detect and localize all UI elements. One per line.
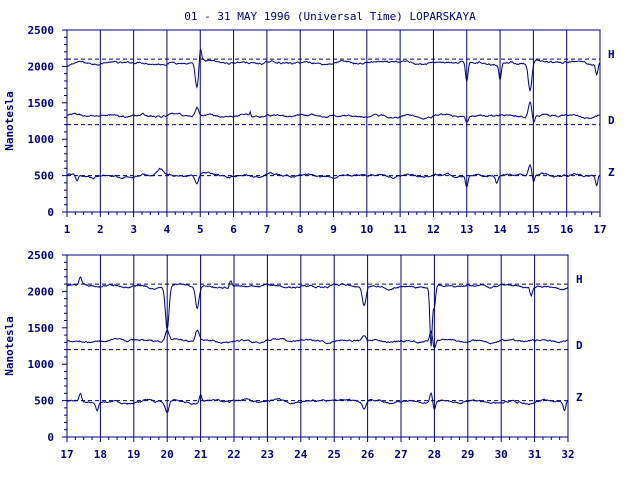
x-tick-label: 7: [264, 223, 271, 236]
x-tick-label: 15: [527, 223, 540, 236]
y-tick-label: 500: [34, 395, 54, 408]
x-tick-label: 6: [230, 223, 237, 236]
x-tick-label: 2: [97, 223, 104, 236]
x-tick-label: 8: [297, 223, 304, 236]
series-label-z: Z: [608, 166, 615, 179]
y-tick-label: 1000: [28, 358, 55, 371]
x-tick-label: 14: [493, 223, 507, 236]
y-tick-label: 1500: [28, 97, 55, 110]
series-label-d: D: [608, 114, 615, 127]
x-tick-label: 4: [164, 223, 171, 236]
series-line-d: [66, 101, 601, 124]
x-tick-label: 17: [60, 448, 73, 461]
y-axis-title: Nanotesla: [3, 316, 16, 376]
x-tick-label: 31: [528, 448, 542, 461]
series-label-d: D: [576, 339, 583, 352]
x-tick-label: 26: [361, 448, 375, 461]
x-tick-label: 20: [161, 448, 174, 461]
plot-frame: [66, 254, 569, 438]
x-tick-label: 1: [64, 223, 71, 236]
panel-top: 1 2 3 4 5 6 7 8 9 10 11 12 13 14 15 16 17050010001500200…: [3, 24, 615, 236]
series-label-z: Z: [576, 391, 583, 404]
y-axis-title: Nanotesla: [3, 91, 16, 151]
x-tick-label: 12: [427, 223, 440, 236]
series-line-z: [67, 392, 569, 413]
y-tick-label: 2000: [28, 60, 55, 73]
x-tick-label: 10: [360, 223, 373, 236]
y-tick-label: 2500: [28, 24, 55, 37]
series-line-h: [66, 276, 569, 347]
y-tick-label: 1000: [28, 133, 55, 146]
series-line-h: [66, 49, 601, 92]
x-tick-label: 21: [194, 448, 208, 461]
y-tick-label: 0: [47, 431, 54, 444]
x-tick-label: 18: [94, 448, 107, 461]
x-tick-label: 17: [593, 223, 606, 236]
x-tick-label: 32: [561, 448, 574, 461]
x-tick-label: 23: [261, 448, 274, 461]
x-tick-label: 30: [495, 448, 508, 461]
x-tick-label: 3: [130, 223, 137, 236]
x-tick-label: 27: [394, 448, 407, 461]
x-tick-label: 24: [294, 448, 308, 461]
y-tick-label: 0: [47, 206, 54, 219]
y-tick-label: 1500: [28, 322, 55, 335]
chart-title: 01 - 31 MAY 1996 (Universal Time) LOPARS…: [184, 10, 476, 23]
x-tick-label: 25: [328, 448, 341, 461]
x-tick-label: 9: [330, 223, 337, 236]
series-label-h: H: [576, 273, 583, 286]
series-line-d: [66, 328, 569, 350]
y-tick-label: 500: [34, 170, 54, 183]
x-tick-label: 29: [461, 448, 474, 461]
x-tick-label: 28: [428, 448, 441, 461]
x-tick-label: 16: [560, 223, 574, 236]
x-tick-label: 13: [460, 223, 473, 236]
x-tick-label: 5: [197, 223, 204, 236]
x-tick-label: 19: [127, 448, 140, 461]
series-line-z: [66, 163, 601, 188]
x-tick-label: 11: [394, 223, 408, 236]
y-tick-label: 2500: [28, 249, 55, 262]
panel-bottom: 17 18 19 20 21 22 23 24 25 26 27 28 29 30 31 32 0 500 1000…: [3, 249, 583, 461]
series-label-h: H: [608, 48, 615, 61]
x-tick-label: 22: [227, 448, 240, 461]
y-tick-label: 2000: [28, 285, 55, 298]
